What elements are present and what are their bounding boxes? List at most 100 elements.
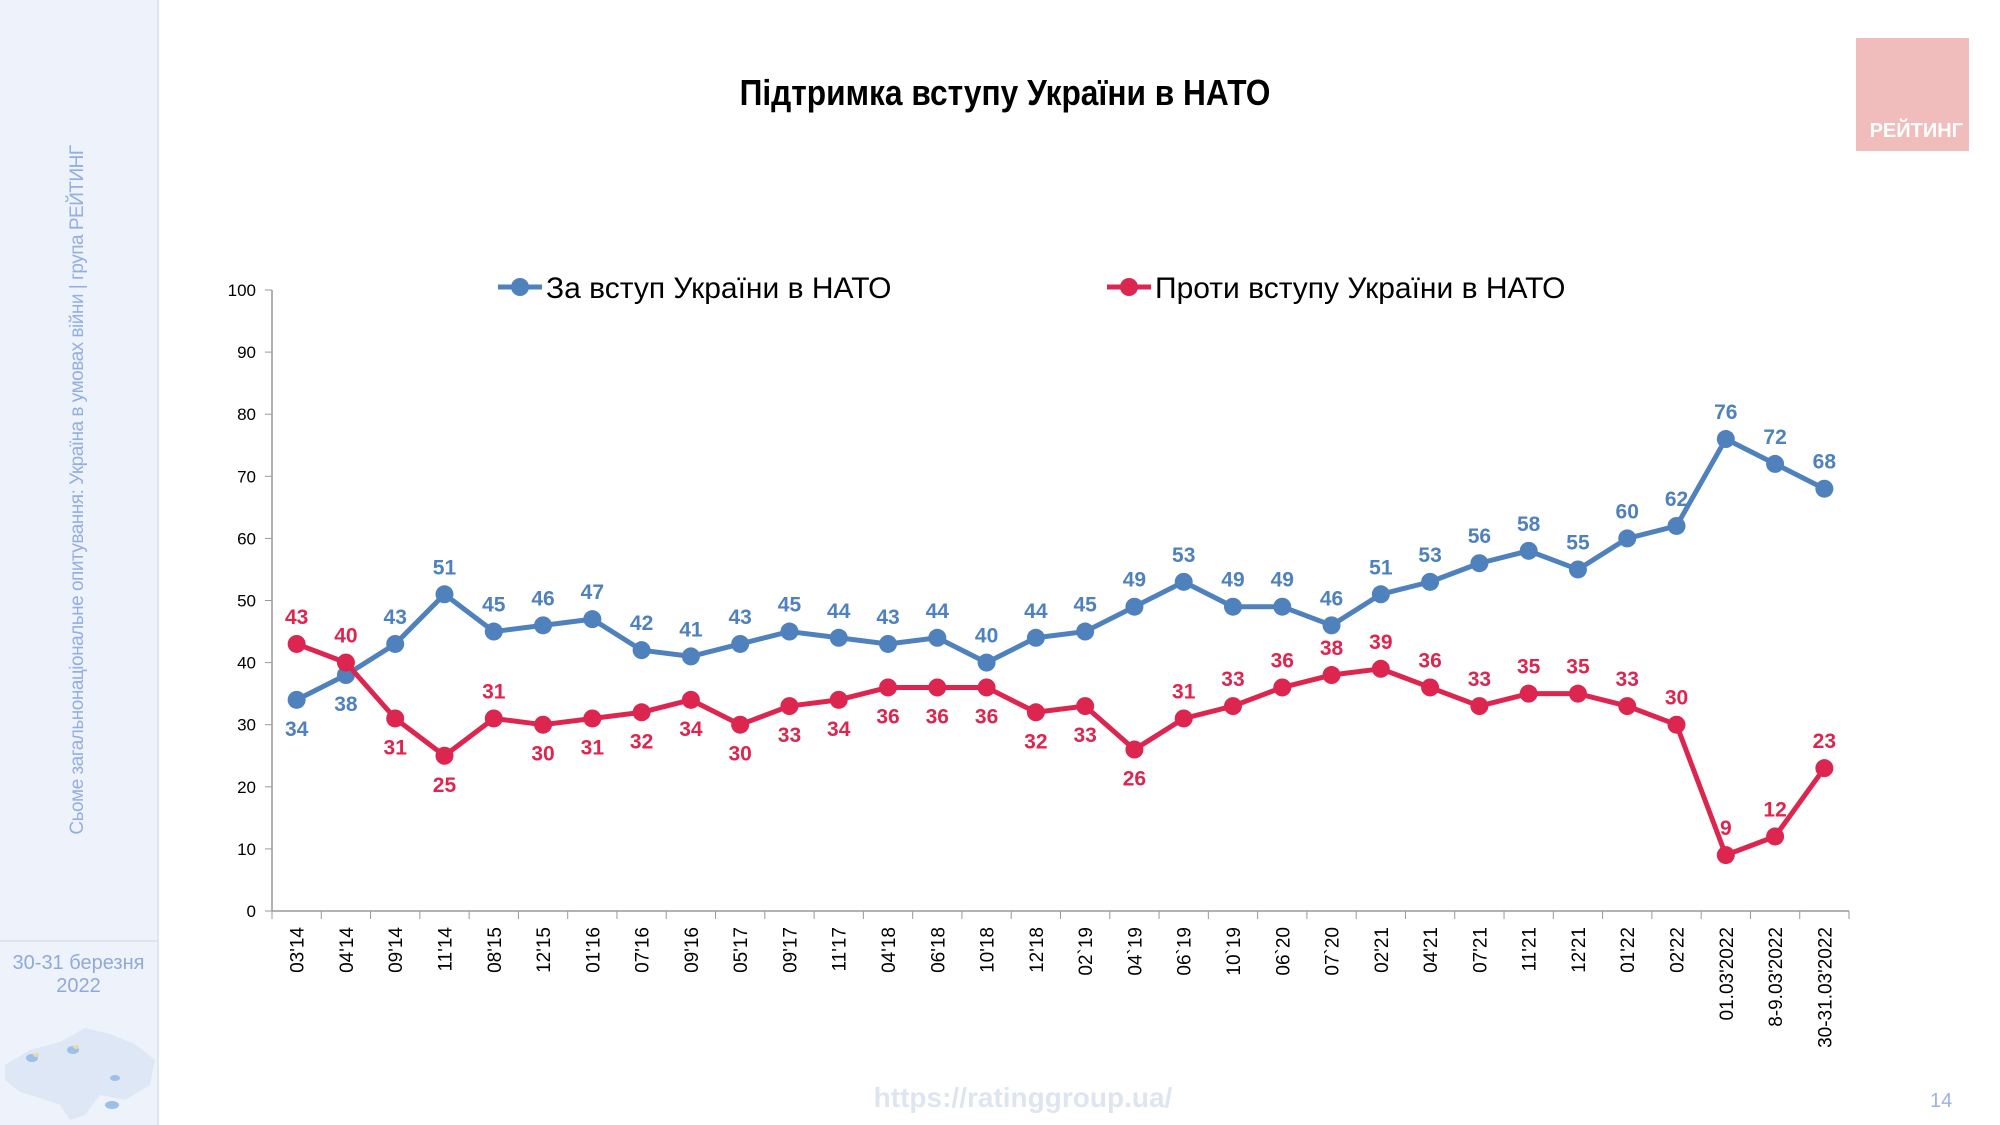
data-point — [681, 690, 700, 709]
x-tick-label: 04'18 — [879, 927, 900, 973]
x-tick-label: 08'15 — [485, 927, 506, 973]
y-tick-label: 100 — [228, 281, 256, 300]
page-number: 14 — [1930, 1090, 1953, 1112]
data-point — [829, 690, 848, 709]
data-label: 31 — [482, 680, 506, 703]
data-point — [879, 634, 898, 653]
series-for: 34 38 43 51 45 46 47 42 41 43 45 44 43 44 40 44 45 49 53 49… — [285, 401, 1836, 741]
data-label: 43 — [728, 606, 751, 629]
x-tick-label: 05'17 — [731, 927, 752, 973]
data-label: 45 — [1073, 594, 1097, 617]
x-tick-label: 01.03'2022 — [1717, 927, 1738, 1020]
data-point — [534, 616, 553, 635]
data-point — [1322, 666, 1341, 685]
data-point — [928, 628, 947, 647]
data-label: 36 — [1271, 649, 1294, 672]
data-label: 49 — [1271, 569, 1294, 592]
survey-date: 30-31 березня 2022 — [12, 952, 145, 997]
data-label: 40 — [334, 625, 357, 648]
x-tick-label: 11'17 — [830, 927, 851, 972]
data-point — [829, 628, 848, 647]
data-label: 44 — [926, 600, 950, 623]
data-point — [681, 647, 700, 666]
data-label: 36 — [975, 705, 998, 728]
x-tick-label: 11'14 — [435, 927, 456, 972]
data-point — [780, 697, 799, 716]
data-label: 51 — [433, 556, 457, 579]
data-point — [1125, 740, 1144, 759]
data-point — [731, 634, 750, 653]
y-tick-label: 50 — [237, 592, 256, 611]
data-point — [1076, 622, 1095, 641]
data-label: 41 — [679, 618, 703, 641]
x-tick-label: 09'17 — [780, 927, 801, 973]
data-point — [583, 610, 602, 629]
sidebar: Сьоме загальнонаціональне опитування: Ук… — [0, 0, 159, 1125]
website-url[interactable]: https://ratinggroup.ua/ — [873, 1082, 1173, 1113]
data-label: 47 — [581, 581, 604, 604]
legend-label-for: За вступ України в НАТО — [546, 272, 892, 305]
x-tick-label: 06`19 — [1175, 927, 1196, 976]
data-label: 46 — [1320, 587, 1343, 610]
data-label: 36 — [926, 705, 949, 728]
data-point — [484, 622, 503, 641]
data-label: 9 — [1720, 817, 1732, 840]
y-tick-label: 10 — [237, 840, 256, 859]
x-tick-label: 12'15 — [534, 927, 555, 973]
data-point — [1223, 697, 1242, 716]
data-label: 34 — [679, 718, 703, 741]
data-point — [435, 746, 454, 765]
data-point — [1568, 560, 1587, 579]
data-label: 53 — [1172, 544, 1195, 567]
data-point — [287, 634, 306, 653]
data-point — [1568, 684, 1587, 703]
x-tick-label: 02`19 — [1076, 927, 1097, 976]
data-label: 40 — [975, 625, 998, 648]
data-label: 35 — [1517, 656, 1541, 679]
data-label: 33 — [1073, 724, 1096, 747]
legend-label-against: Проти вступу України в НАТО — [1155, 272, 1565, 305]
y-tick-label: 0 — [247, 902, 256, 921]
data-label: 33 — [1221, 668, 1244, 691]
data-point — [1618, 697, 1637, 716]
x-tick-label: 10'18 — [978, 927, 999, 973]
data-label: 49 — [1123, 569, 1146, 592]
rating-logo: РЕЙТИНГ — [1856, 38, 1969, 151]
data-point — [1273, 597, 1292, 616]
y-tick-label: 30 — [237, 716, 256, 735]
data-label: 34 — [285, 718, 309, 741]
data-point — [1421, 678, 1440, 697]
data-point — [879, 678, 898, 697]
x-tick-label: 12'18 — [1027, 927, 1048, 973]
data-point — [1519, 684, 1538, 703]
data-point — [1519, 541, 1538, 560]
data-point — [1026, 703, 1045, 722]
data-point — [977, 678, 996, 697]
data-point — [1815, 759, 1834, 778]
legend-item-against: Проти вступу України в НАТО — [1107, 272, 1565, 305]
data-label: 49 — [1221, 569, 1244, 592]
divider — [0, 940, 157, 942]
data-point — [1766, 454, 1785, 473]
ukraine-map-icon — [5, 1028, 155, 1120]
data-label: 68 — [1813, 451, 1837, 474]
chart-title: Підтримка вступу України в НАТО — [739, 72, 1271, 113]
data-point — [435, 585, 454, 604]
data-point — [484, 709, 503, 728]
data-point — [1371, 659, 1390, 678]
data-label: 33 — [778, 724, 801, 747]
data-label: 30 — [728, 743, 751, 766]
data-label: 30 — [1665, 687, 1688, 710]
data-label: 39 — [1369, 631, 1392, 654]
data-point — [1716, 430, 1735, 449]
x-tick-label: 30-31.03'2022 — [1815, 927, 1836, 1048]
x-tick-label: 07`20 — [1323, 927, 1344, 976]
data-label: 38 — [334, 693, 358, 716]
data-label: 33 — [1468, 668, 1491, 691]
data-label: 45 — [778, 594, 802, 617]
legend-marker-for — [511, 278, 529, 296]
data-label: 38 — [1320, 637, 1344, 660]
data-label: 12 — [1763, 798, 1786, 821]
legend-item-for: За вступ України в НАТО — [498, 272, 892, 305]
